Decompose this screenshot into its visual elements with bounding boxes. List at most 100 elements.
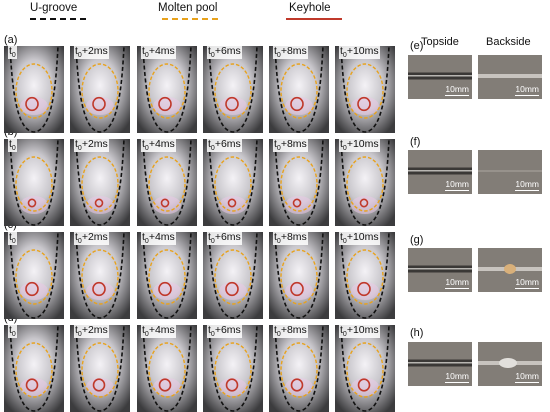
- topside-header: Topside: [421, 36, 459, 48]
- weld-image-tile: t0+6ms: [203, 232, 263, 319]
- topside-photo: 10mm: [408, 342, 472, 386]
- molten-pool-outline: [214, 249, 252, 305]
- weld-image-tile: t0+8ms: [269, 46, 329, 133]
- time-label: t0+8ms: [273, 139, 308, 153]
- legend-label-molten-pool: Molten pool: [158, 2, 218, 14]
- legend-swatch-u-groove: [30, 18, 86, 20]
- keyhole-outline: [357, 281, 371, 297]
- u-groove-outline: [340, 232, 390, 319]
- time-label: t0+2ms: [74, 325, 109, 339]
- time-label: t0: [8, 139, 17, 153]
- weld-image-tile: t0+2ms: [70, 139, 130, 226]
- backside-header: Backside: [486, 36, 531, 48]
- time-label: t0+10ms: [339, 325, 380, 339]
- scale-bar: 10mm: [445, 84, 469, 96]
- weld-image-tile: t0+10ms: [335, 139, 395, 226]
- keyhole-outline: [158, 281, 172, 297]
- u-groove-outline: [208, 46, 258, 133]
- time-label: t0: [8, 232, 17, 246]
- keyhole-outline: [25, 281, 39, 297]
- molten-pool-outline: [280, 249, 318, 305]
- molten-pool-outline: [214, 63, 252, 119]
- u-groove-outline: [274, 139, 324, 226]
- time-label: t0+4ms: [141, 46, 176, 60]
- row-label-a: (a): [4, 34, 18, 46]
- keyhole-outline: [290, 378, 304, 392]
- molten-pool-outline: [148, 156, 186, 212]
- legend-swatch-keyhole: [286, 18, 342, 20]
- time-label: t0: [8, 325, 17, 339]
- keyhole-outline: [290, 96, 304, 112]
- time-label: t0+8ms: [273, 325, 308, 339]
- u-groove-outline: [208, 232, 258, 319]
- time-label: t0+6ms: [207, 139, 242, 153]
- time-label: t0+8ms: [273, 46, 308, 60]
- time-label: t0+4ms: [141, 139, 176, 153]
- scale-bar: 10mm: [515, 179, 539, 191]
- molten-pool-outline: [15, 63, 53, 119]
- molten-pool-outline: [148, 63, 186, 119]
- weld-image-tile: t0+2ms: [70, 46, 130, 133]
- weld-image-tile: t0+2ms: [70, 325, 130, 412]
- legend-swatch-molten-pool: [162, 18, 218, 20]
- molten-pool-outline: [346, 342, 384, 398]
- u-groove-outline: [208, 139, 258, 226]
- weld-image-tile: t0+6ms: [203, 325, 263, 412]
- keyhole-outline: [225, 378, 239, 392]
- molten-pool-outline: [280, 156, 318, 212]
- keyhole-outline: [94, 198, 104, 208]
- side-panel-label: (e): [410, 40, 424, 52]
- backside-photo: 10mm: [478, 342, 542, 386]
- scale-bar: 10mm: [445, 179, 469, 191]
- keyhole-outline: [357, 96, 371, 112]
- weld-image-tile: t0+4ms: [137, 325, 197, 412]
- keyhole-outline: [292, 198, 302, 208]
- weld-image-tile: t0+6ms: [203, 139, 263, 226]
- time-label: t0+8ms: [273, 232, 308, 246]
- topside-photo: 10mm: [408, 55, 472, 99]
- keyhole-outline: [92, 378, 106, 392]
- u-groove-outline: [75, 232, 125, 319]
- time-label: t0+6ms: [207, 46, 242, 60]
- weld-image-tile: t0+10ms: [335, 325, 395, 412]
- legend: U-groove Molten pool Keyhole: [0, 2, 395, 24]
- topside-photo: 10mm: [408, 150, 472, 194]
- u-groove-outline: [340, 139, 390, 226]
- u-groove-outline: [142, 139, 192, 226]
- time-label: t0+6ms: [207, 232, 242, 246]
- u-groove-outline: [274, 46, 324, 133]
- side-panel-label: (f): [410, 136, 421, 148]
- keyhole-outline: [225, 281, 239, 297]
- molten-pool-outline: [346, 249, 384, 305]
- weld-image-tile: t0+10ms: [335, 232, 395, 319]
- keyhole-outline: [25, 378, 39, 392]
- time-label: t0+4ms: [141, 325, 176, 339]
- molten-pool-outline: [81, 156, 119, 212]
- u-groove-outline: [75, 46, 125, 133]
- weld-image-tile: t0+4ms: [137, 232, 197, 319]
- keyhole-outline: [92, 96, 106, 112]
- weld-image-tile: t0: [4, 232, 64, 319]
- time-label: t0: [8, 46, 17, 60]
- weld-image-tile: t0+10ms: [335, 46, 395, 133]
- side-panel-label: (g): [410, 234, 424, 246]
- molten-pool-outline: [346, 156, 384, 212]
- keyhole-outline: [357, 378, 371, 392]
- weld-image-tile: t0: [4, 139, 64, 226]
- keyhole-outline: [359, 198, 369, 208]
- keyhole-outline: [92, 281, 106, 297]
- keyhole-outline: [227, 198, 237, 208]
- molten-pool-outline: [214, 342, 252, 398]
- u-groove-outline: [340, 46, 390, 133]
- weld-image-tile: t0+2ms: [70, 232, 130, 319]
- keyhole-outline: [160, 198, 170, 208]
- molten-pool-outline: [15, 342, 53, 398]
- molten-pool-outline: [346, 63, 384, 119]
- scale-bar: 10mm: [515, 277, 539, 289]
- backside-photo: 10mm: [478, 150, 542, 194]
- time-label: t0+10ms: [339, 46, 380, 60]
- keyhole-outline: [158, 378, 172, 392]
- molten-pool-outline: [214, 156, 252, 212]
- weld-image-tile: t0+8ms: [269, 325, 329, 412]
- weld-image-tile: t0+8ms: [269, 232, 329, 319]
